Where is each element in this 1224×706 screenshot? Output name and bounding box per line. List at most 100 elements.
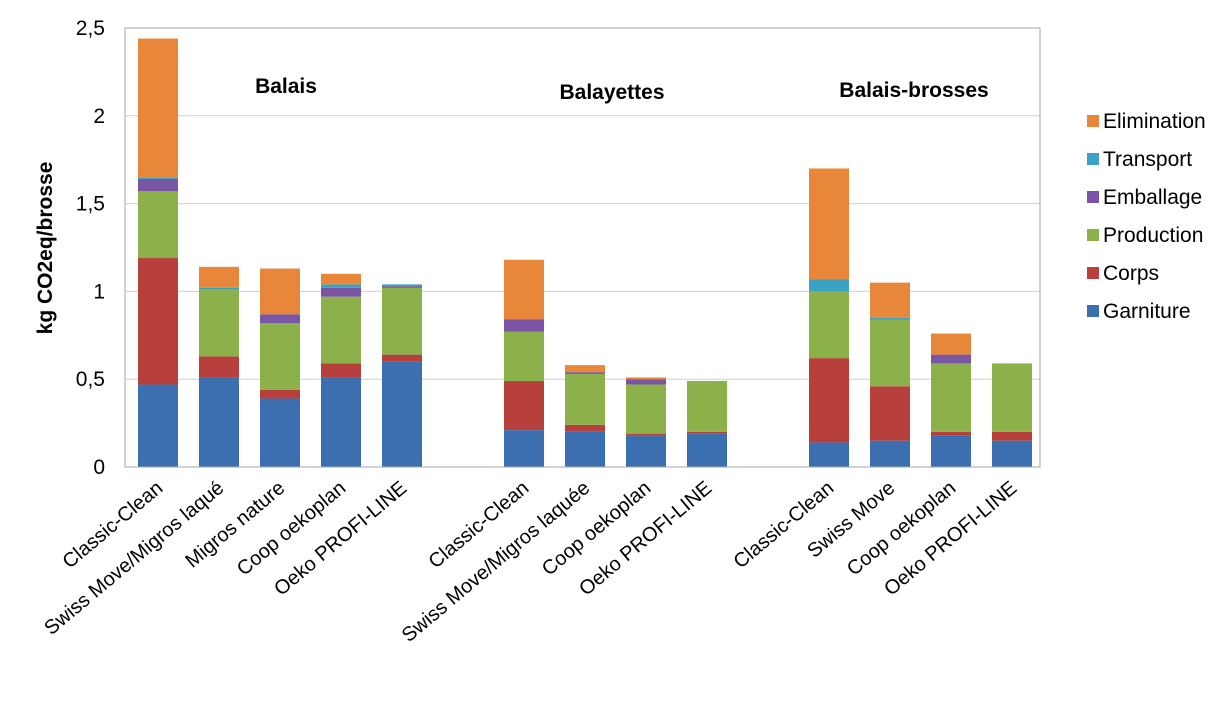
y-tick-label: 2 xyxy=(93,105,105,128)
y-axis-label: kg CO2eq/brosse xyxy=(34,162,57,335)
bar-stack xyxy=(199,266,239,467)
bar-segment-production xyxy=(626,384,666,434)
bar-stack xyxy=(321,273,361,467)
bar-segment-emballage xyxy=(931,354,971,364)
bar-segment-garniture xyxy=(565,431,605,467)
plot-area-frame xyxy=(124,27,1041,468)
bar-stack xyxy=(260,268,300,467)
group-labels: Balais Balayettes Balais-brosses xyxy=(255,75,989,104)
bar-segment-garniture xyxy=(321,377,361,467)
bar-segment-elimination xyxy=(260,268,300,315)
y-axis-ticks: 0 0,5 1 1,5 2 2,5 xyxy=(76,17,105,479)
bar-segment-garniture xyxy=(992,440,1032,467)
legend: Elimination Transport Emballage Production C… xyxy=(1087,110,1206,323)
legend-swatch xyxy=(1087,305,1099,317)
bar-stack xyxy=(687,380,727,467)
bar-segment-garniture xyxy=(687,433,727,467)
bar-segment-garniture xyxy=(809,442,849,467)
bar-stack xyxy=(931,333,971,467)
bar-stack xyxy=(382,284,422,467)
bar-segment-production xyxy=(382,287,422,355)
bar-segment-emballage xyxy=(138,179,178,192)
bars xyxy=(138,38,1032,467)
bar-segment-garniture xyxy=(199,377,239,467)
legend-label: Transport xyxy=(1103,148,1192,171)
y-tick-label: 1 xyxy=(93,280,105,303)
group-label: Balais xyxy=(255,75,317,98)
y-tick-label: 2,5 xyxy=(76,17,105,40)
bar-segment-production xyxy=(565,373,605,425)
bar-segment-production xyxy=(809,291,849,359)
bar-stack xyxy=(992,363,1032,467)
bar-segment-corps xyxy=(199,356,239,378)
bar-segment-elimination xyxy=(870,282,910,318)
bar-stack xyxy=(809,168,849,467)
bar-segment-garniture xyxy=(138,384,178,467)
bar-segment-production xyxy=(260,323,300,390)
bar-segment-corps xyxy=(809,358,849,443)
bar-segment-garniture xyxy=(382,361,422,467)
bar-segment-transport xyxy=(138,177,178,180)
bar-segment-emballage xyxy=(260,314,300,324)
bar-segment-production xyxy=(992,363,1032,432)
legend-label: Corps xyxy=(1103,262,1159,285)
legend-label: Garniture xyxy=(1103,300,1191,323)
bar-segment-elimination xyxy=(565,365,605,373)
bar-segment-garniture xyxy=(260,398,300,467)
bar-segment-emballage xyxy=(565,372,605,374)
bar-segment-elimination xyxy=(321,273,361,285)
bar-segment-production xyxy=(870,319,910,387)
bar-segment-garniture xyxy=(870,440,910,467)
bar-segment-production xyxy=(138,191,178,259)
legend-swatch xyxy=(1087,153,1099,165)
bar-segment-transport xyxy=(321,284,361,288)
group-label: Balayettes xyxy=(559,81,664,104)
bar-stack xyxy=(504,259,544,467)
y-tick-label: 0,5 xyxy=(76,368,105,391)
bar-segment-corps xyxy=(687,431,727,434)
bar-segment-production xyxy=(199,289,239,357)
legend-swatch xyxy=(1087,191,1099,203)
bar-segment-garniture xyxy=(931,435,971,467)
bar-segment-elimination xyxy=(809,168,849,280)
bar-segment-corps xyxy=(870,386,910,441)
bar-segment-corps xyxy=(931,431,971,436)
bar-segment-corps xyxy=(565,424,605,432)
legend-swatch xyxy=(1087,267,1099,279)
y-tick-label: 1,5 xyxy=(76,193,105,216)
legend-label: Elimination xyxy=(1103,110,1206,133)
legend-label: Production xyxy=(1103,224,1203,247)
bar-segment-production xyxy=(687,380,727,432)
bar-segment-elimination xyxy=(504,259,544,320)
bar-segment-elimination xyxy=(199,266,239,288)
legend-swatch xyxy=(1087,115,1099,127)
bar-segment-production xyxy=(321,296,361,364)
bar-stack xyxy=(565,365,605,467)
bar-stack xyxy=(626,377,666,467)
x-tick-label: Classic-Clean xyxy=(425,477,534,573)
bar-segment-corps xyxy=(626,433,666,436)
bar-segment-corps xyxy=(504,380,544,431)
bar-segment-emballage xyxy=(626,379,666,385)
bar-segment-corps xyxy=(260,389,300,399)
bar-segment-elimination xyxy=(626,377,666,380)
bar-segment-elimination xyxy=(931,333,971,355)
x-tick-label: Classic-Clean xyxy=(59,477,168,573)
legend-label: Emballage xyxy=(1103,186,1202,209)
bar-segment-production xyxy=(504,331,544,381)
bar-segment-emballage xyxy=(382,286,422,288)
bar-segment-garniture xyxy=(626,435,666,467)
bar-segment-corps xyxy=(992,431,1032,441)
legend-swatch xyxy=(1087,229,1099,241)
bar-segment-elimination xyxy=(138,38,178,178)
bar-segment-transport xyxy=(809,279,849,292)
group-label: Balais-brosses xyxy=(839,79,988,102)
bar-segment-transport xyxy=(870,317,910,320)
bar-segment-emballage xyxy=(504,319,544,332)
bar-stack xyxy=(138,38,178,467)
bar-segment-emballage xyxy=(321,287,361,297)
bar-segment-transport xyxy=(199,287,239,290)
bar-segment-garniture xyxy=(504,430,544,467)
bar-segment-corps xyxy=(138,258,178,385)
